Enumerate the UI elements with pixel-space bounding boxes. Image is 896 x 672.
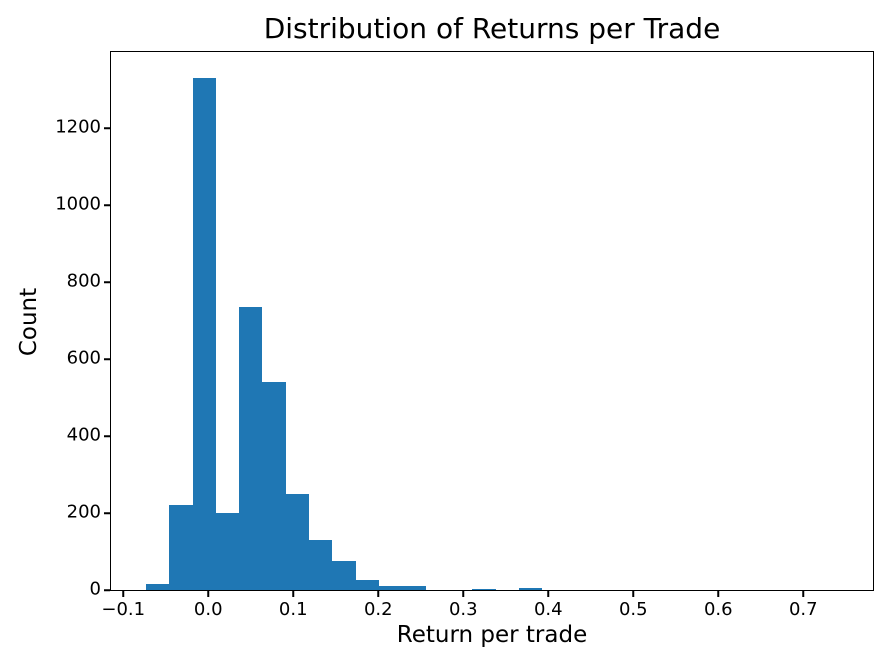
x-tick-label: −0.1 bbox=[101, 599, 146, 620]
x-tick-label: 0.0 bbox=[193, 599, 223, 620]
histogram-bar bbox=[518, 588, 543, 590]
x-tick-mark bbox=[717, 590, 720, 597]
y-tick-mark bbox=[104, 358, 110, 360]
y-tick-mark bbox=[104, 512, 110, 514]
y-tick-mark bbox=[104, 281, 110, 283]
x-tick-mark bbox=[122, 590, 124, 597]
y-tick-label: 1200 bbox=[55, 116, 101, 138]
y-axis-label: Count bbox=[15, 287, 42, 357]
y-tick-mark bbox=[104, 435, 110, 437]
histogram-bar bbox=[355, 580, 380, 590]
histogram-bars-layer bbox=[111, 52, 874, 590]
y-tick-label: 1000 bbox=[55, 193, 101, 215]
histogram-bar bbox=[379, 586, 403, 590]
histogram-bar bbox=[332, 561, 356, 590]
x-tick-mark bbox=[632, 590, 635, 597]
y-tick-label: 200 bbox=[66, 501, 101, 523]
histogram-bar bbox=[215, 513, 240, 590]
histogram-bar bbox=[285, 493, 310, 590]
histogram-bar bbox=[169, 505, 193, 590]
x-tick-label: 0.5 bbox=[618, 599, 648, 620]
x-tick-label: 0.1 bbox=[278, 599, 308, 620]
x-tick-mark bbox=[377, 590, 380, 597]
x-tick-mark bbox=[802, 590, 805, 597]
x-tick-mark bbox=[207, 590, 209, 597]
y-tick-mark bbox=[104, 204, 110, 206]
y-tick-mark bbox=[104, 127, 110, 129]
histogram-bar bbox=[145, 584, 170, 590]
y-tick-label: 600 bbox=[66, 347, 101, 369]
y-tick-label: 0 bbox=[89, 578, 101, 600]
y-tick-label: 400 bbox=[66, 424, 101, 446]
x-tick-mark bbox=[292, 590, 294, 597]
histogram-bar bbox=[192, 78, 216, 590]
x-tick-label: 0.2 bbox=[363, 599, 393, 620]
histogram-bar bbox=[472, 588, 496, 590]
x-tick-label: 0.7 bbox=[788, 599, 818, 620]
x-axis-label: Return per trade bbox=[396, 622, 588, 648]
x-tick-label: 0.4 bbox=[533, 599, 563, 620]
histogram-bar bbox=[239, 307, 263, 590]
x-tick-label: 0.6 bbox=[703, 599, 733, 620]
x-tick-mark bbox=[547, 590, 550, 597]
y-tick-mark bbox=[104, 589, 110, 591]
histogram-bar bbox=[402, 586, 426, 590]
histogram-bar bbox=[309, 539, 333, 590]
y-tick-label: 800 bbox=[66, 270, 101, 292]
x-tick-label: 0.3 bbox=[448, 599, 478, 620]
histogram-bar bbox=[262, 382, 286, 590]
axes-spines bbox=[109, 51, 875, 592]
chart-title: Distribution of Returns per Trade bbox=[263, 12, 721, 45]
x-tick-mark bbox=[462, 590, 465, 597]
